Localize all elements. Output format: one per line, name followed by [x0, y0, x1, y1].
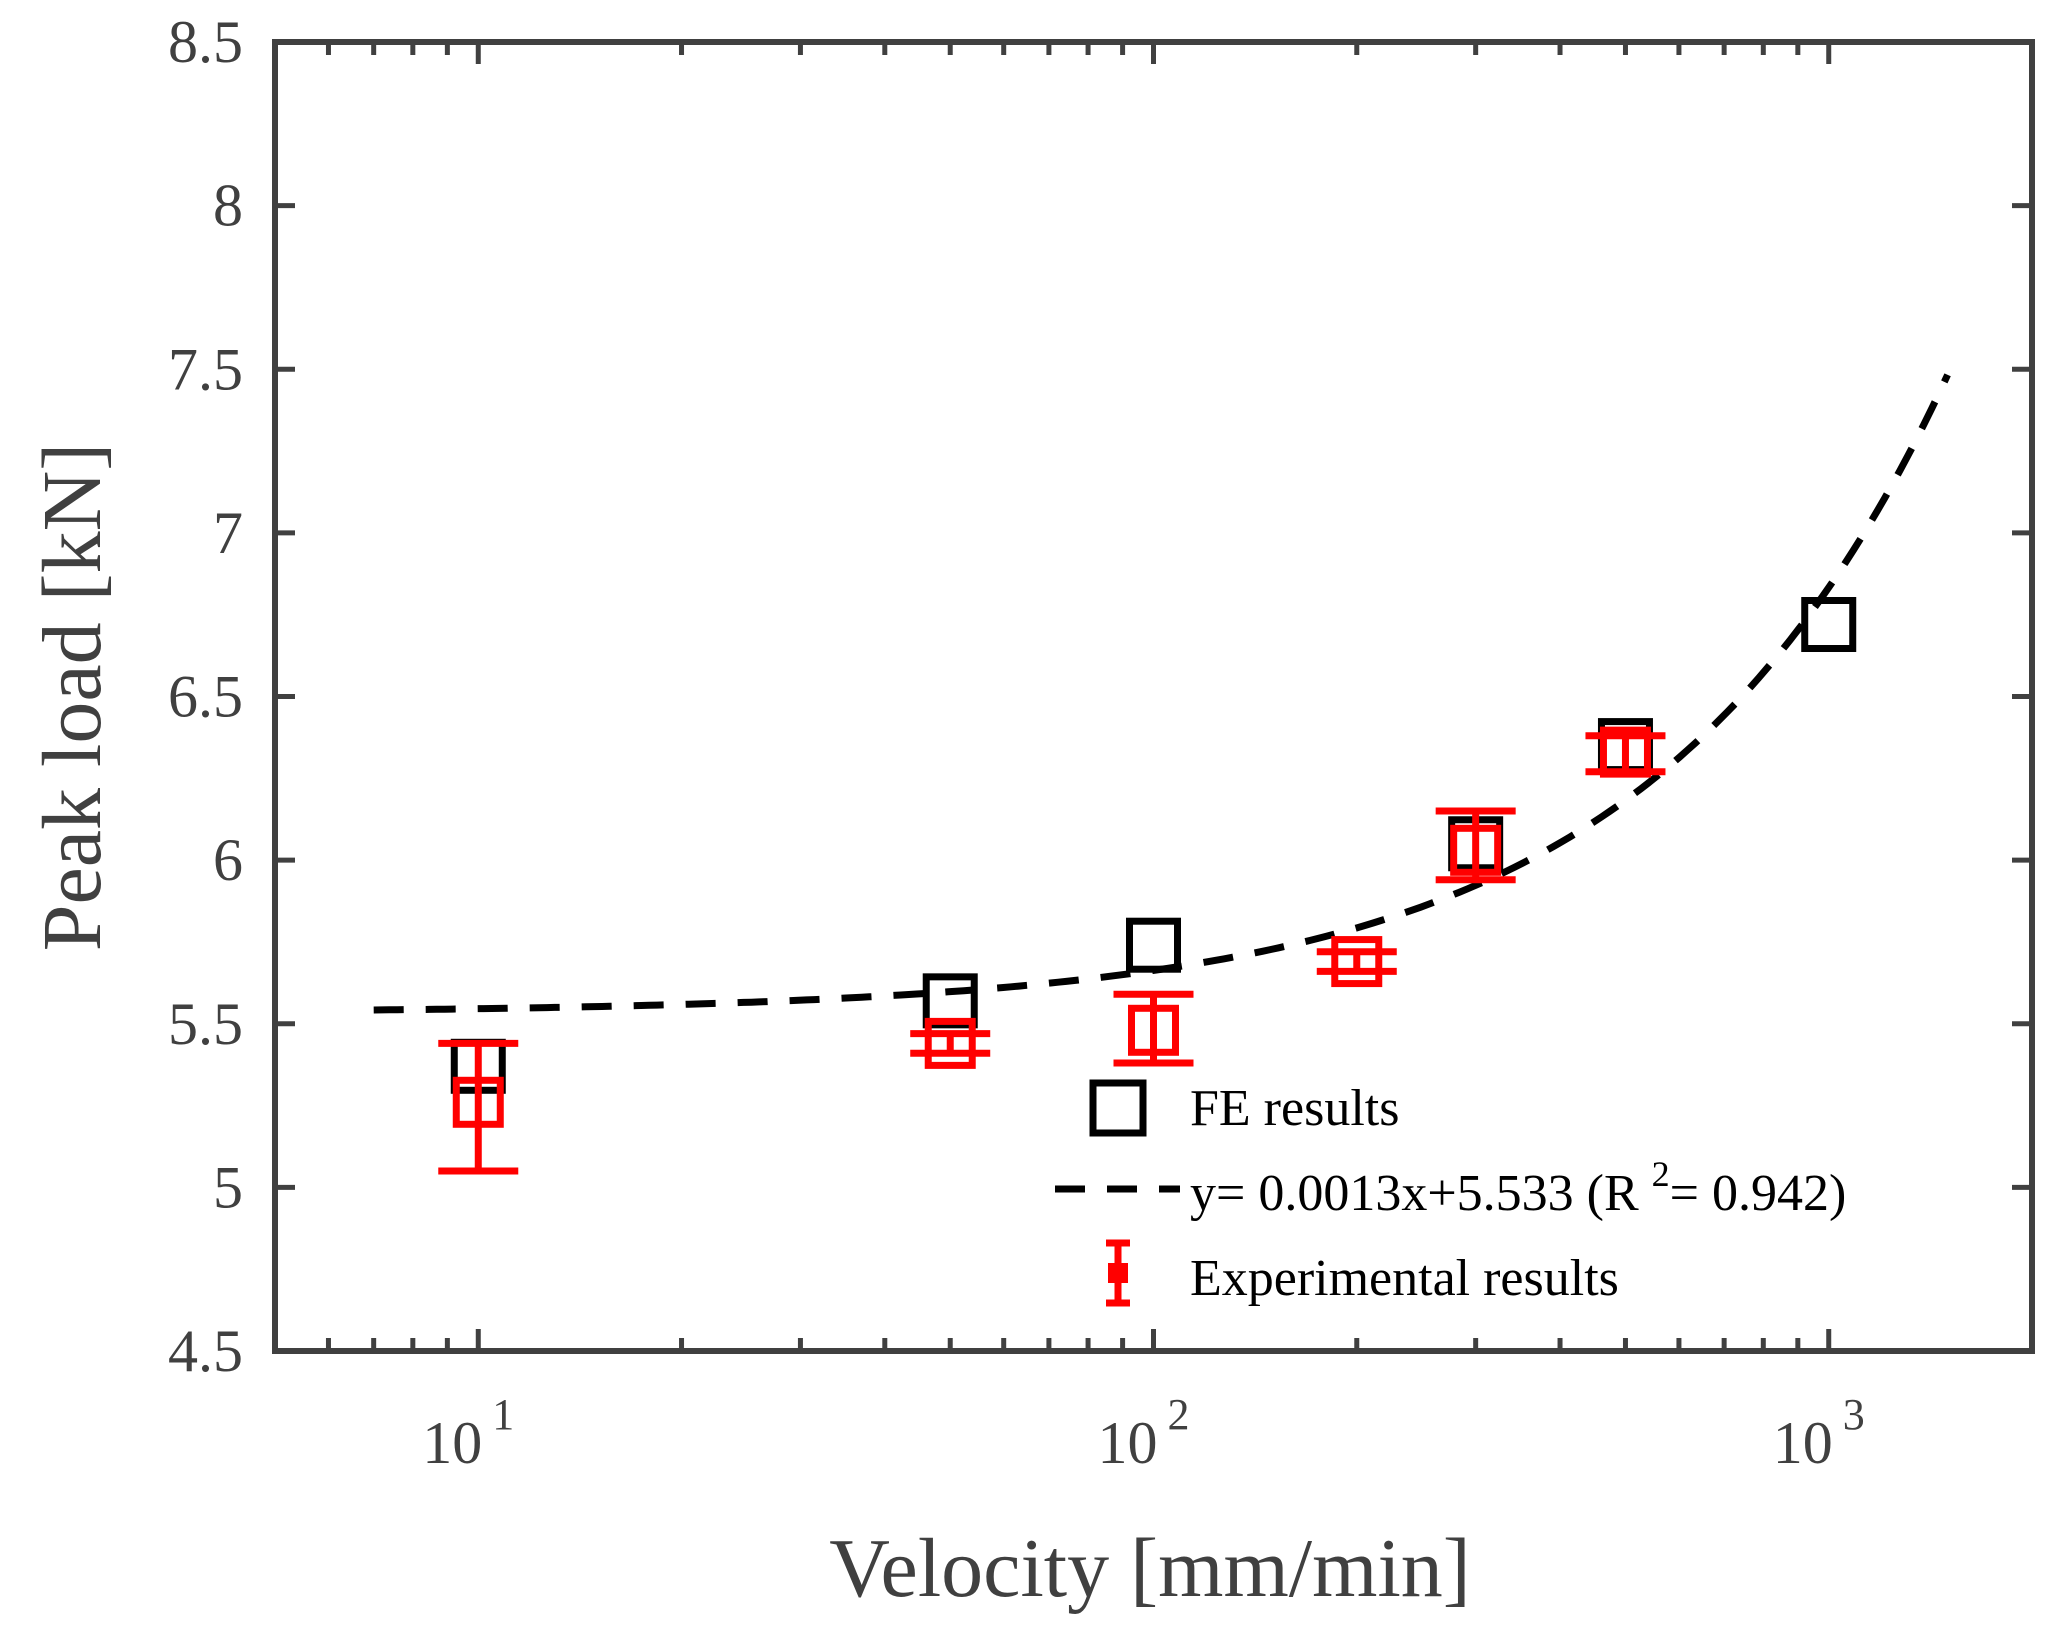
legend-fit-superscript: 2 [1652, 1154, 1670, 1194]
legend-fit-tail: = 0.942) [1670, 1165, 1847, 1222]
x-tick-base: 10 [1773, 1410, 1833, 1476]
axis-ticks [272, 39, 2035, 1354]
y-tick-label: 4.5 [168, 1318, 243, 1384]
exp-result-marker [924, 1017, 976, 1069]
y-tick-label: 7.5 [168, 336, 243, 402]
exp-result-marker [1331, 936, 1383, 988]
x-tick-exponent: 3 [1843, 1390, 1865, 1439]
legend-exp-label: Experimental results [1190, 1250, 1619, 1307]
y-tick-label: 6 [213, 827, 243, 893]
x-tick-base: 10 [422, 1410, 482, 1476]
plot-area [373, 373, 1951, 1175]
x-axis-title: Velocity [mm/min] [829, 1522, 1471, 1615]
exp-result-marker [1128, 1004, 1179, 1056]
tick-labels: 4.555.566.577.588.510 1 10 2 10 3 [168, 9, 1865, 1476]
y-tick-label: 8.5 [168, 9, 243, 75]
fe-result-marker [1126, 917, 1181, 973]
y-tick-label: 5.5 [168, 991, 243, 1057]
y-tick-label: 6.5 [168, 664, 243, 730]
legend-fe-marker [1089, 1079, 1147, 1137]
x-tick-label: 10 2 [1098, 1390, 1190, 1476]
y-tick-label: 8 [213, 173, 243, 239]
fe-result-marker [1801, 597, 1857, 653]
y-tick-label: 5 [213, 1154, 243, 1220]
x-tick-exponent: 1 [492, 1390, 514, 1439]
legend: FE results y= 0.0013x+5.533 (R 2= 0.942)… [1055, 1079, 1846, 1307]
x-tick-label: 10 1 [422, 1390, 514, 1476]
exp-result-marker [1599, 726, 1651, 778]
legend-fit-label: y= 0.0013x+5.533 (R 2= 0.942) [1190, 1154, 1846, 1222]
exp-result-marker [452, 1076, 504, 1128]
x-tick-label: 10 3 [1773, 1390, 1865, 1476]
y-tick-label: 7 [213, 500, 243, 566]
x-tick-base: 10 [1098, 1410, 1158, 1476]
legend-fit-base: y= 0.0013x+5.533 (R [1190, 1165, 1652, 1222]
exp-result-marker [1450, 824, 1502, 876]
x-tick-exponent: 2 [1168, 1390, 1190, 1439]
legend-fe-label: FE results [1190, 1080, 1399, 1137]
legend-exp-marker [1108, 1263, 1128, 1283]
y-axis-title: Peak load [kN] [26, 443, 119, 952]
